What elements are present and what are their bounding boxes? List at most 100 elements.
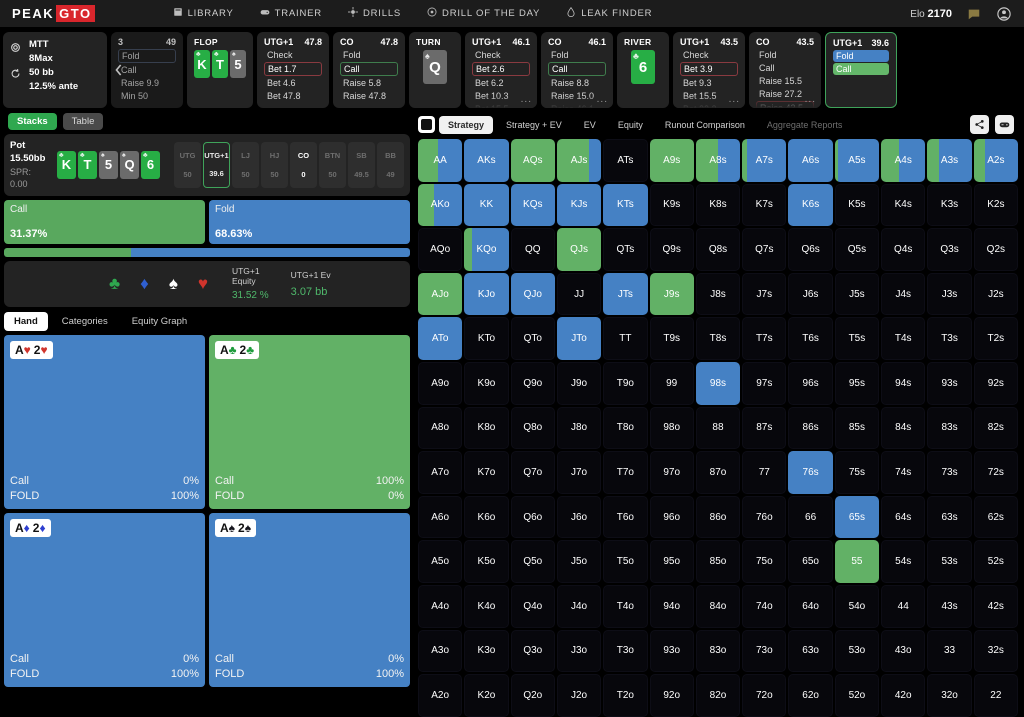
matrix-cell[interactable]: J8s <box>695 272 741 316</box>
matrix-cell[interactable]: T4o <box>603 584 648 628</box>
matrix-cell[interactable]: K3o <box>464 629 509 673</box>
matrix-cell[interactable]: 94o <box>649 584 694 628</box>
matrix-cell[interactable]: AKs <box>464 139 509 182</box>
matrix-cell[interactable]: 63s <box>927 495 972 539</box>
matrix-cell[interactable]: 43o <box>881 629 926 673</box>
matrix-cell[interactable]: 73s <box>927 451 972 494</box>
matrix-cell[interactable]: K6s <box>788 183 833 227</box>
river-co-action-panel[interactable]: CO 43.5 Fold Call Raise 15.5 Raise 27.2 … <box>749 32 821 108</box>
combo-card[interactable]: A ♠ 2 ♠ Call 0% FOLD 100% <box>209 512 410 687</box>
action-row-selected[interactable]: Call <box>548 62 606 76</box>
heart-filter-icon[interactable]: ♥ <box>197 274 208 294</box>
matrix-cell[interactable]: 99 <box>649 361 694 405</box>
matrix-cell[interactable]: K8s <box>695 183 741 227</box>
matrix-cell[interactable]: KTs <box>603 183 648 227</box>
matrix-cell[interactable]: K8o <box>464 406 509 450</box>
matrix-cell[interactable]: KJo <box>464 272 509 316</box>
matrix-cell[interactable]: 77 <box>742 451 787 494</box>
action-row[interactable]: Check <box>267 50 293 60</box>
matrix-cell[interactable]: Q5o <box>510 540 555 583</box>
matrix-cell[interactable]: 94s <box>881 361 926 405</box>
matrix-cell[interactable]: 95s <box>834 361 880 405</box>
matrix-cell[interactable]: J7o <box>556 451 602 494</box>
matrix-cell[interactable]: Q4s <box>881 228 926 271</box>
nav-item-drills[interactable]: DRILLS <box>347 7 401 20</box>
matrix-cell[interactable]: A4o <box>418 584 463 628</box>
matrix-cell[interactable]: 53o <box>834 629 880 673</box>
matrix-cell[interactable]: J5s <box>834 272 880 316</box>
matrix-cell[interactable]: K9o <box>464 361 509 405</box>
matrix-cell[interactable]: 62o <box>788 674 833 717</box>
matrix-cell[interactable]: 83o <box>695 629 741 673</box>
matrix-cell[interactable]: A8s <box>695 139 741 182</box>
action-row[interactable]: Raise 15.5 <box>759 76 803 86</box>
matrix-cell[interactable]: 96o <box>649 495 694 539</box>
tab-strategy-ev[interactable]: Strategy + EV <box>506 119 562 130</box>
action-row[interactable]: Fold <box>551 50 569 60</box>
matrix-cell[interactable]: 73o <box>742 629 787 673</box>
spade-filter-icon[interactable]: ♠ <box>168 274 178 294</box>
matrix-cell[interactable]: 42s <box>973 584 1018 628</box>
matrix-cell[interactable]: AA <box>418 139 463 182</box>
matrix-cell[interactable]: K6o <box>464 495 509 539</box>
matrix-cell[interactable]: T5o <box>603 540 648 583</box>
matrix-cell[interactable]: 95o <box>649 540 694 583</box>
tab-equity[interactable]: Equity <box>617 119 643 130</box>
matrix-cell[interactable]: J2s <box>973 272 1018 316</box>
matrix-cell[interactable]: T9s <box>649 317 694 360</box>
action-row[interactable]: Bet 9.3 <box>683 78 712 88</box>
matrix-cell[interactable]: K7s <box>742 183 787 227</box>
matrix-cell[interactable]: AKo <box>418 183 463 227</box>
action-row[interactable]: Bet 6.2 <box>475 78 504 88</box>
brand-logo[interactable]: PEAK GTO <box>0 5 95 22</box>
seat-btn[interactable]: BTN 50 <box>319 141 346 188</box>
share-icon[interactable] <box>970 115 989 134</box>
matrix-cell[interactable]: A5o <box>418 540 463 583</box>
matrix-cell[interactable]: 92o <box>649 674 694 717</box>
seat-hj[interactable]: HJ 50 <box>261 141 288 188</box>
matrix-cell[interactable]: 82o <box>695 674 741 717</box>
matrix-cell[interactable]: Q4o <box>510 584 555 628</box>
matrix-cell[interactable]: Q6o <box>510 495 555 539</box>
matrix-cell[interactable]: 84s <box>881 406 926 450</box>
matrix-cell[interactable]: T8s <box>695 317 741 360</box>
combo-card[interactable]: A ♣ 2 ♣ Call 100% FOLD 0% <box>209 334 410 509</box>
action-row-selected[interactable]: Bet 1.7 <box>264 62 322 76</box>
matrix-cell[interactable]: Q2o <box>510 674 555 717</box>
matrix-cell[interactable]: 74s <box>881 451 926 494</box>
matrix-cell[interactable]: Q8s <box>695 228 741 271</box>
matrix-cell[interactable]: 96s <box>788 361 833 405</box>
matrix-cell[interactable]: KQs <box>510 183 555 227</box>
seat-lj[interactable]: LJ 50 <box>232 141 259 188</box>
matrix-cell[interactable]: A3o <box>418 629 463 673</box>
matrix-cell[interactable]: T4s <box>881 317 926 360</box>
matrix-cell[interactable]: J9o <box>556 361 602 405</box>
matrix-cell[interactable]: J3o <box>556 629 602 673</box>
matrix-cell[interactable]: KTo <box>464 317 509 360</box>
matrix-cell[interactable]: T3s <box>927 317 972 360</box>
matrix-cell[interactable]: AQs <box>510 139 555 182</box>
matrix-cell[interactable]: A7o <box>418 451 463 494</box>
matrix-cell[interactable]: 74o <box>742 584 787 628</box>
matrix-cell[interactable]: K3s <box>927 183 972 227</box>
more-actions-indicator[interactable]: ... <box>596 94 608 105</box>
matrix-cell[interactable]: QQ <box>510 228 555 271</box>
matrix-cell[interactable]: 32o <box>927 674 972 717</box>
preflop-action-panel[interactable]: 3 49 Fold Call Raise 9.9 Min 50 <box>111 32 183 108</box>
matrix-cell[interactable]: T7s <box>742 317 787 360</box>
nav-item-library[interactable]: LIBRARY <box>173 7 234 20</box>
action-row[interactable]: Min 50 <box>121 91 149 101</box>
seat-co[interactable]: CO 0 <box>290 141 317 188</box>
more-actions-indicator[interactable]: ... <box>728 94 740 105</box>
matrix-cell[interactable]: A6o <box>418 495 463 539</box>
matrix-cell[interactable]: 52o <box>834 674 880 717</box>
turn-utg1-action-panel[interactable]: UTG+1 46.1 Check Bet 2.6 Bet 6.2 Bet 10.… <box>465 32 537 108</box>
matrix-cell[interactable]: 52s <box>973 540 1018 583</box>
tab-equity-graph[interactable]: Equity Graph <box>131 315 188 327</box>
matrix-cell[interactable]: AJs <box>556 139 602 182</box>
nav-item-trainer[interactable]: TRAINER <box>260 7 322 20</box>
matrix-cell[interactable]: KK <box>464 183 509 227</box>
action-row-selected[interactable]: Call <box>340 62 398 76</box>
matrix-cell[interactable]: K2s <box>973 183 1018 227</box>
seat-bb[interactable]: BB 49 <box>377 141 404 188</box>
